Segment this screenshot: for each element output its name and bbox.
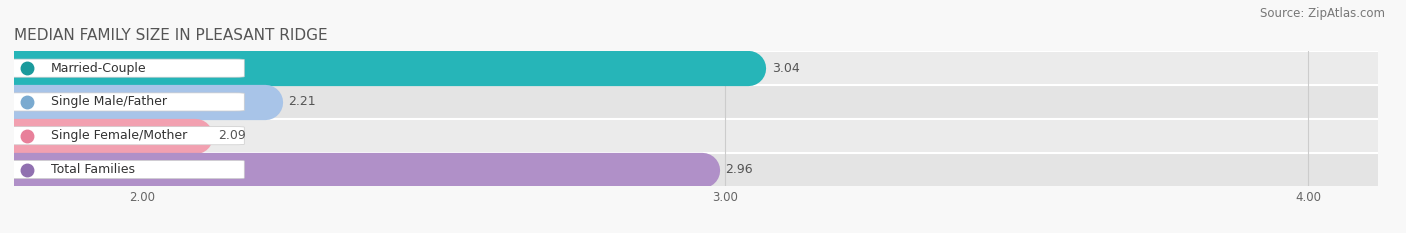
Text: Single Female/Mother: Single Female/Mother <box>51 129 187 142</box>
Bar <box>14 85 1378 119</box>
FancyBboxPatch shape <box>6 59 245 77</box>
Bar <box>14 51 1378 85</box>
Text: MEDIAN FAMILY SIZE IN PLEASANT RIDGE: MEDIAN FAMILY SIZE IN PLEASANT RIDGE <box>14 28 328 43</box>
Bar <box>14 119 1378 153</box>
Text: Total Families: Total Families <box>51 163 135 176</box>
FancyBboxPatch shape <box>6 93 245 111</box>
Text: 2.96: 2.96 <box>725 163 752 176</box>
Text: Source: ZipAtlas.com: Source: ZipAtlas.com <box>1260 7 1385 20</box>
FancyBboxPatch shape <box>6 127 245 145</box>
Text: Married-Couple: Married-Couple <box>51 62 146 75</box>
Text: 2.21: 2.21 <box>288 96 315 108</box>
Bar <box>14 153 1378 186</box>
Text: Single Male/Father: Single Male/Father <box>51 96 167 108</box>
Text: 2.09: 2.09 <box>218 129 246 142</box>
Text: 3.04: 3.04 <box>772 62 800 75</box>
FancyBboxPatch shape <box>6 161 245 178</box>
